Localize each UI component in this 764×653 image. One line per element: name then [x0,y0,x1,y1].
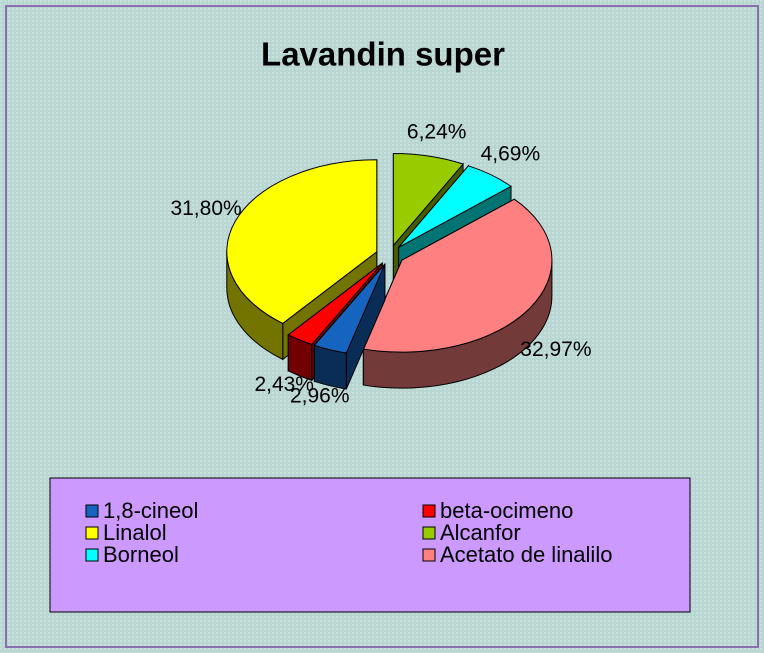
slice-top [392,152,464,247]
data-label: 2,96% [290,385,350,408]
legend-swatch [422,548,436,562]
chart-title: Lavandin super [261,36,505,73]
data-label: 4,69% [481,142,541,165]
frame [5,5,759,648]
slice-top [226,159,378,325]
slice-top [362,198,553,353]
legend-swatch [422,526,436,540]
slice [313,262,386,390]
legend-swatch [85,504,99,518]
slice-top [313,263,386,354]
legend-label: Borneol [103,542,179,567]
legend-label: Alcanfor [440,520,521,545]
data-label: 6,24% [407,120,467,143]
data-label: 2,43% [254,373,314,396]
legend-box [49,477,691,613]
data-label: 31,80% [170,197,241,220]
legend-label: 1,8-cineol [103,498,198,523]
legend-swatch [422,504,436,518]
data-label: 32,97% [520,338,591,361]
legend-label: Acetato de linalilo [440,542,612,567]
legend-swatch [85,526,99,540]
legend-swatch [85,548,99,562]
legend-label: beta-ocimeno [440,498,573,523]
slice-top [287,262,383,345]
legend-label: Linalol [103,520,167,545]
slice-top [398,165,512,248]
slice [362,198,553,389]
